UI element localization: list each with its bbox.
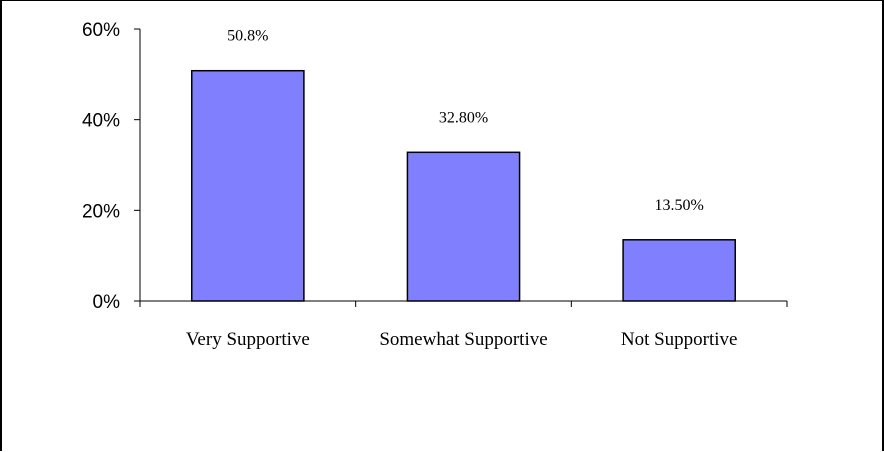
y-tick-label: 0% xyxy=(93,292,121,313)
data-label: 13.50% xyxy=(655,197,704,214)
bar xyxy=(191,69,305,302)
bar xyxy=(406,151,521,302)
category-label: Not Supportive xyxy=(621,329,738,350)
data-label: 50.8% xyxy=(227,28,268,45)
y-tick-label: 40% xyxy=(82,111,120,132)
y-tick-label: 20% xyxy=(82,201,120,222)
category-label: Somewhat Supportive xyxy=(379,329,547,350)
bar xyxy=(622,239,736,302)
y-tick-label: 60% xyxy=(82,20,120,41)
category-label: Very Supportive xyxy=(186,329,310,350)
data-label: 32.80% xyxy=(439,109,488,126)
